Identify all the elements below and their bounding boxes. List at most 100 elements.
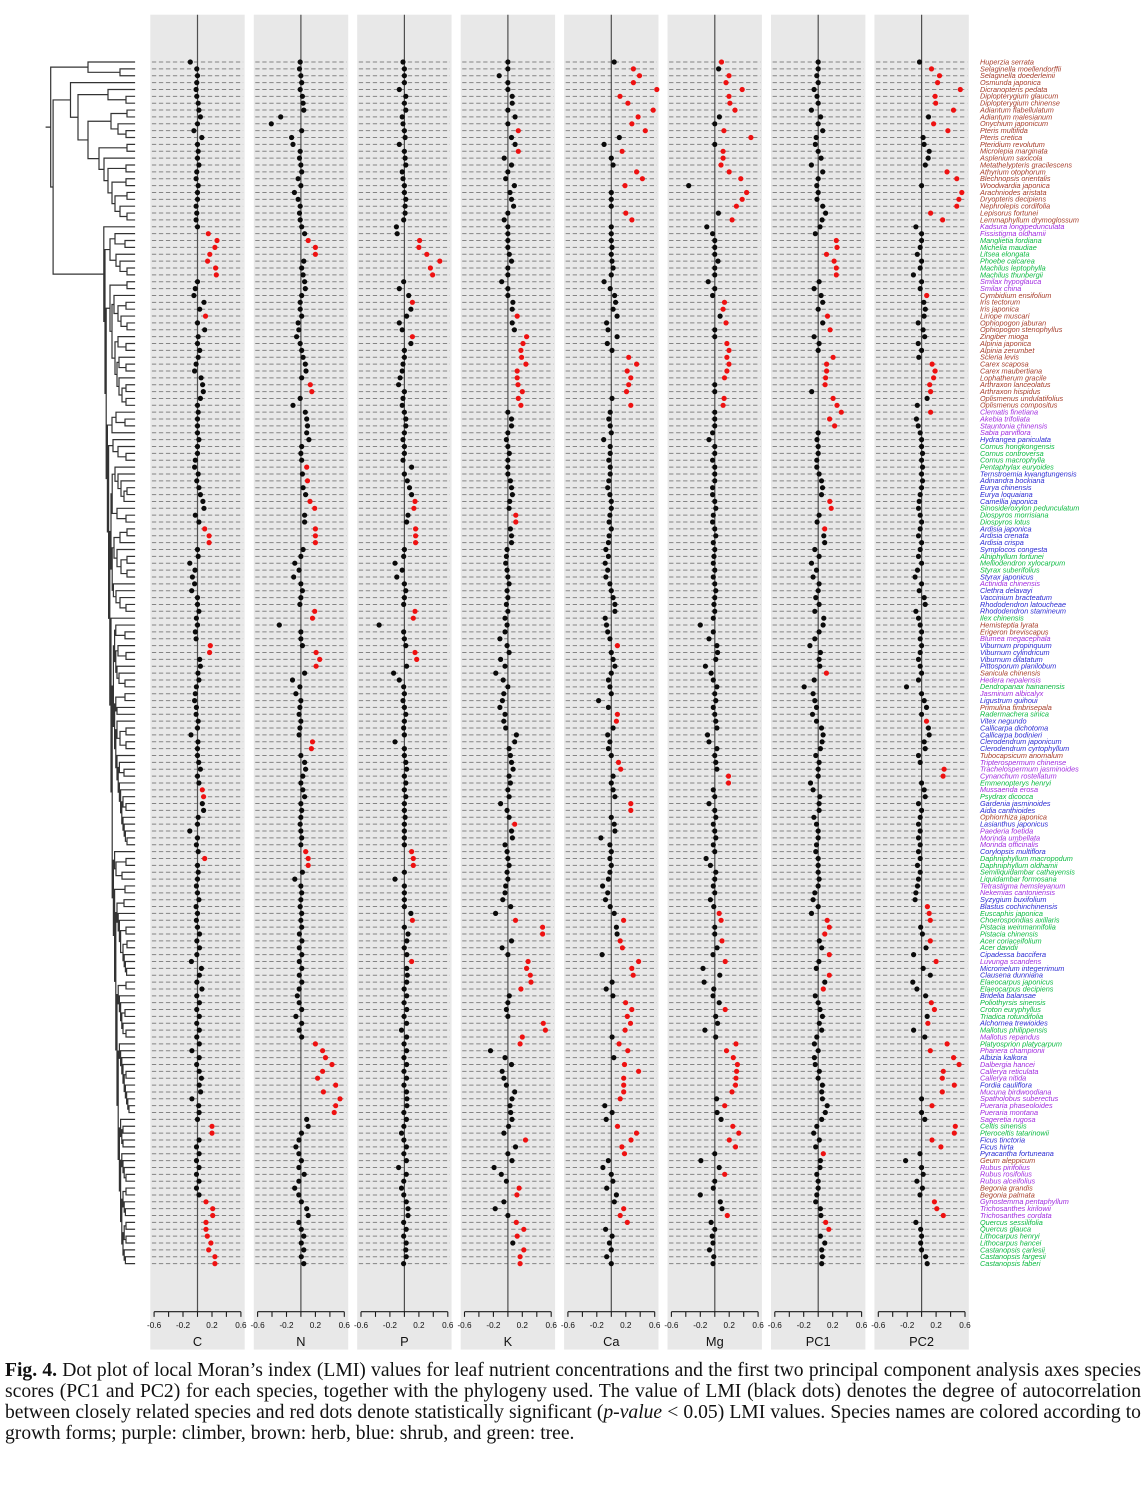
- svg-text:Lemmaphyllum drymoglossum: Lemmaphyllum drymoglossum: [980, 215, 1079, 224]
- svg-text:-0.6: -0.6: [147, 1321, 162, 1330]
- svg-text:Ca: Ca: [603, 1334, 620, 1349]
- svg-text:Erigeron breviscapus: Erigeron breviscapus: [980, 627, 1049, 636]
- svg-text:Ternstroemia kwangtungensis: Ternstroemia kwangtungensis: [980, 469, 1077, 478]
- svg-text:Ardisia crenata: Ardisia crenata: [979, 531, 1029, 540]
- svg-text:Acer coriaceifolium: Acer coriaceifolium: [979, 936, 1042, 945]
- svg-text:Vaccinium bracteatum: Vaccinium bracteatum: [980, 593, 1052, 602]
- svg-text:Blastus cochinchinensis: Blastus cochinchinensis: [980, 902, 1058, 911]
- svg-text:Fordia cauliflora: Fordia cauliflora: [980, 1080, 1032, 1089]
- svg-text:Phoebe calcarea: Phoebe calcarea: [980, 257, 1035, 266]
- svg-text:Clausena dunniana: Clausena dunniana: [980, 971, 1043, 980]
- svg-text:Spatholobus suberectus: Spatholobus suberectus: [980, 1094, 1059, 1103]
- svg-text:Arthraxon lanceolatus: Arthraxon lanceolatus: [979, 380, 1051, 389]
- svg-text:Pteroceltis tatarinowii: Pteroceltis tatarinowii: [980, 1129, 1049, 1138]
- svg-text:Lithocarpus hancei: Lithocarpus hancei: [980, 1238, 1042, 1247]
- svg-text:Actinidia chinensis: Actinidia chinensis: [979, 579, 1040, 588]
- svg-text:Syzygium buxifolium: Syzygium buxifolium: [980, 895, 1047, 904]
- svg-text:Litsea elongata: Litsea elongata: [980, 250, 1030, 259]
- svg-text:Radermachera sinica: Radermachera sinica: [980, 710, 1049, 719]
- svg-text:Pittosporum planilobum: Pittosporum planilobum: [980, 662, 1056, 671]
- svg-text:Oplismenus compositus: Oplismenus compositus: [980, 401, 1058, 410]
- svg-text:Elaeocarpus decipiens: Elaeocarpus decipiens: [980, 984, 1054, 993]
- svg-text:Pistacia weinmannifolia: Pistacia weinmannifolia: [980, 923, 1056, 932]
- svg-text:-0.6: -0.6: [354, 1321, 369, 1330]
- svg-text:Ophiorrhiza japonica: Ophiorrhiza japonica: [980, 813, 1047, 822]
- svg-text:Emmenopterys henryi: Emmenopterys henryi: [980, 778, 1051, 787]
- svg-text:Zingiber mioga: Zingiber mioga: [979, 332, 1028, 341]
- svg-text:Nekemias cantoniensis: Nekemias cantoniensis: [980, 888, 1055, 897]
- svg-text:Tubocapsicum anomalum: Tubocapsicum anomalum: [980, 751, 1063, 760]
- svg-text:0.6: 0.6: [752, 1321, 764, 1330]
- svg-text:-0.2: -0.2: [693, 1321, 708, 1330]
- svg-text:Callicarpa bodinieri: Callicarpa bodinieri: [980, 730, 1042, 739]
- svg-text:Alpinia japonica: Alpinia japonica: [979, 339, 1031, 348]
- svg-text:Daphniphyllum oldhamii: Daphniphyllum oldhamii: [980, 861, 1058, 870]
- svg-text:Selaginella moellendorffii: Selaginella moellendorffii: [980, 64, 1062, 73]
- svg-text:Geum aleppicum: Geum aleppicum: [980, 1156, 1035, 1165]
- svg-text:Sinosideroxylon pedunculatum: Sinosideroxylon pedunculatum: [980, 504, 1079, 513]
- svg-text:-0.2: -0.2: [486, 1321, 501, 1330]
- svg-text:0.2: 0.2: [206, 1321, 218, 1330]
- svg-text:0.2: 0.2: [310, 1321, 322, 1330]
- svg-text:Acer davidii: Acer davidii: [979, 943, 1018, 952]
- svg-text:Quercus sessilifolia: Quercus sessilifolia: [980, 1218, 1043, 1227]
- svg-text:Dryopteris decipiens: Dryopteris decipiens: [980, 195, 1046, 204]
- svg-text:Diospyros lotus: Diospyros lotus: [980, 517, 1030, 526]
- svg-text:Ilex chinensis: Ilex chinensis: [980, 614, 1024, 623]
- svg-text:-0.2: -0.2: [383, 1321, 398, 1330]
- svg-text:Diospyros morrisiana: Diospyros morrisiana: [980, 511, 1049, 520]
- svg-text:Celtis sinensis: Celtis sinensis: [980, 1122, 1027, 1131]
- svg-text:Osmunda japonica: Osmunda japonica: [980, 78, 1041, 87]
- svg-text:Cipadessa baccifera: Cipadessa baccifera: [980, 950, 1046, 959]
- svg-text:Jasminum albicalyx: Jasminum albicalyx: [979, 689, 1044, 698]
- svg-text:Nephrolepis cordifolia: Nephrolepis cordifolia: [980, 202, 1050, 211]
- svg-text:0.6: 0.6: [649, 1321, 661, 1330]
- svg-text:Arachniodes aristata: Arachniodes aristata: [979, 188, 1047, 197]
- svg-text:Sanicula chinensis: Sanicula chinensis: [980, 669, 1041, 678]
- svg-text:PC2: PC2: [909, 1334, 934, 1349]
- svg-text:Pueraria phaseoloides: Pueraria phaseoloides: [980, 1101, 1053, 1110]
- svg-text:Rubus rosifolius: Rubus rosifolius: [980, 1170, 1032, 1179]
- svg-text:Dalbergia hancei: Dalbergia hancei: [980, 1060, 1035, 1069]
- svg-text:Machilus thunbergii: Machilus thunbergii: [980, 270, 1043, 279]
- svg-text:Lophatherum gracile: Lophatherum gracile: [980, 373, 1047, 382]
- svg-text:Lasianthus japonicus: Lasianthus japonicus: [980, 820, 1049, 829]
- svg-text:0.6: 0.6: [442, 1321, 454, 1330]
- svg-text:Clematis finetiana: Clematis finetiana: [980, 408, 1038, 417]
- svg-text:Clethra delavayi: Clethra delavayi: [980, 586, 1033, 595]
- svg-text:Metathelypteris gracilescens: Metathelypteris gracilescens: [980, 160, 1072, 169]
- svg-text:Cynanchum rostellatum: Cynanchum rostellatum: [980, 772, 1057, 781]
- svg-text:Hydrangea paniculata: Hydrangea paniculata: [980, 435, 1051, 444]
- svg-text:-0.6: -0.6: [457, 1321, 472, 1330]
- svg-text:C: C: [193, 1334, 202, 1349]
- svg-text:Pteris multifida: Pteris multifida: [980, 126, 1028, 135]
- svg-text:Dicranopteris pedata: Dicranopteris pedata: [980, 85, 1047, 94]
- svg-text:Arthraxon hispidus: Arthraxon hispidus: [979, 387, 1041, 396]
- svg-text:Styrax japonicus: Styrax japonicus: [980, 572, 1034, 581]
- svg-text:Albizia kalkora: Albizia kalkora: [979, 1053, 1027, 1062]
- svg-text:Euscaphis japonica: Euscaphis japonica: [980, 909, 1043, 918]
- svg-text:Diplopterygium chinense: Diplopterygium chinense: [980, 99, 1060, 108]
- svg-text:0.2: 0.2: [827, 1321, 839, 1330]
- svg-text:Smilax china: Smilax china: [980, 284, 1021, 293]
- svg-text:Melliodendron xylocarpum: Melliodendron xylocarpum: [980, 559, 1065, 568]
- svg-text:P: P: [400, 1334, 409, 1349]
- svg-text:Daphniphyllum macropodum: Daphniphyllum macropodum: [980, 854, 1073, 863]
- svg-text:Bridelia balansae: Bridelia balansae: [980, 991, 1036, 1000]
- svg-text:Semiliquidambar cathayensis: Semiliquidambar cathayensis: [980, 868, 1075, 877]
- svg-text:Asplenium saxicola: Asplenium saxicola: [979, 154, 1042, 163]
- svg-text:-0.6: -0.6: [561, 1321, 576, 1330]
- svg-text:-0.2: -0.2: [279, 1321, 294, 1330]
- svg-text:-0.2: -0.2: [900, 1321, 915, 1330]
- svg-text:Pteridium revolutum: Pteridium revolutum: [980, 140, 1045, 149]
- svg-text:Mallotus repandus: Mallotus repandus: [980, 1032, 1040, 1041]
- svg-text:0.2: 0.2: [413, 1321, 425, 1330]
- svg-text:0.6: 0.6: [856, 1321, 868, 1330]
- svg-text:Tetrastigma hemsleyanum: Tetrastigma hemsleyanum: [980, 881, 1065, 890]
- svg-text:Rhododendron latoucheae: Rhododendron latoucheae: [980, 600, 1066, 609]
- svg-text:K: K: [504, 1334, 513, 1349]
- svg-text:Mallotus philippensis: Mallotus philippensis: [980, 1026, 1048, 1035]
- svg-text:Liquidambar formosana: Liquidambar formosana: [980, 874, 1057, 883]
- svg-text:Iris tectorum: Iris tectorum: [980, 298, 1020, 307]
- svg-text:Callicarpa dichotoma: Callicarpa dichotoma: [980, 723, 1048, 732]
